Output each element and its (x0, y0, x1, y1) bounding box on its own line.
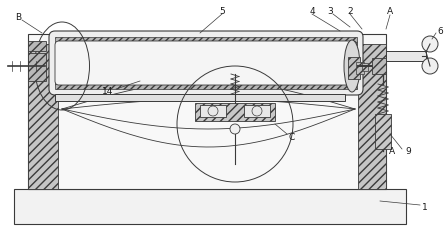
Bar (14, 189, 406, 224)
Bar (28, 54, 46, 82)
Bar (348, 58, 360, 80)
Bar (362, 64, 368, 72)
Circle shape (230, 124, 240, 134)
Text: C: C (289, 133, 295, 142)
Text: 5: 5 (219, 8, 225, 16)
Text: 1: 1 (422, 203, 428, 212)
Bar (358, 45, 386, 189)
Text: 3: 3 (327, 8, 333, 16)
Text: 4: 4 (309, 8, 315, 16)
Text: 2: 2 (347, 8, 353, 16)
Bar (55, 82, 357, 90)
Bar (244, 106, 270, 117)
Text: B: B (15, 14, 21, 22)
Bar (28, 42, 46, 52)
Bar (28, 45, 58, 189)
Circle shape (422, 59, 438, 75)
Bar (386, 52, 426, 62)
Bar (372, 59, 386, 75)
Bar (375, 114, 391, 149)
Text: 14: 14 (102, 87, 114, 96)
FancyBboxPatch shape (49, 32, 363, 95)
Bar (28, 35, 386, 189)
Bar (55, 95, 345, 101)
Circle shape (422, 37, 438, 53)
Text: A: A (389, 147, 395, 156)
Bar (195, 104, 275, 121)
Ellipse shape (344, 41, 360, 93)
Text: 9: 9 (405, 147, 411, 156)
FancyBboxPatch shape (55, 42, 357, 86)
Bar (55, 38, 357, 46)
Text: A: A (387, 8, 393, 16)
Bar (356, 63, 364, 75)
Bar (200, 106, 226, 117)
Text: 6: 6 (437, 27, 443, 36)
